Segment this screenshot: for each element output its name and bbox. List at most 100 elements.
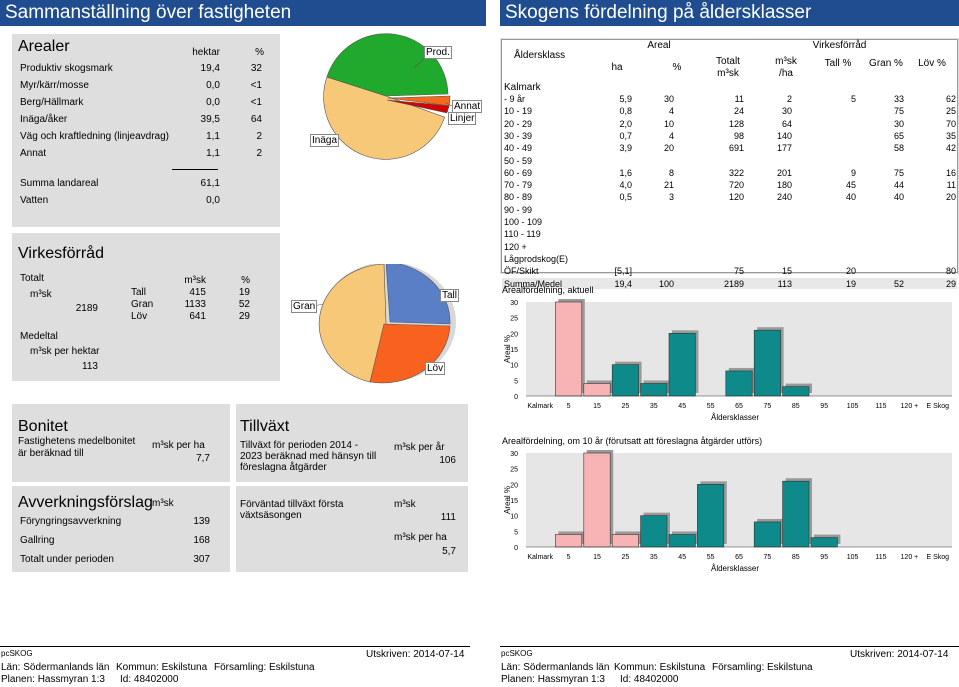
bar: [753, 329, 781, 397]
footer-forsamling-right: Församling: Eskilstuna: [712, 662, 813, 673]
age-row-ha: 4,0: [619, 180, 632, 191]
kalmark-label: Kalmark: [504, 82, 541, 93]
age-row-ha: 0,5: [619, 192, 632, 203]
left-page-title: Sammanställning över fastigheten: [0, 0, 486, 26]
tillvaxt-title: Tillväxt: [240, 418, 290, 435]
h-totalt: Totalt: [716, 56, 740, 67]
age-row-gran: 58: [893, 143, 904, 154]
age-row-ha: 0,8: [619, 106, 632, 117]
areal-row-pct: <1: [250, 80, 262, 91]
h-gran: Gran %: [869, 58, 903, 69]
age-row-lov: 16: [945, 167, 956, 178]
age-row-gran: 30: [893, 118, 904, 129]
h-aldersklass: Åldersklass: [514, 50, 566, 61]
age-row-class: 20 - 29: [504, 118, 533, 129]
virke-unit: m³sk: [30, 289, 52, 300]
species-pct: 29: [238, 311, 250, 322]
age-row-tot: 75: [733, 266, 744, 277]
perha-unit: m³sk per ha: [394, 532, 447, 543]
y-tick-label: 0: [514, 394, 518, 401]
footer-planen-left: Planen: Hassmyran 1:3: [1, 674, 105, 685]
x-tick-label: 120 +: [901, 554, 919, 561]
pie-label-lov: Löv: [425, 362, 446, 375]
pie-label-tall: Tall: [440, 289, 460, 302]
pie-slice-tall: [385, 264, 451, 325]
age-row-ha: 19,4: [614, 278, 632, 289]
footer-planen-right: Planen: Hassmyran 1:3: [501, 674, 605, 685]
x-tick-label: 35: [650, 554, 658, 561]
y-tick-label: 5: [514, 529, 518, 536]
y-tick-label: 25: [510, 316, 518, 323]
y-axis-label: Areal %: [503, 335, 512, 363]
areal-row-ha: 1,1: [206, 148, 220, 159]
y-tick-label: 30: [510, 300, 518, 307]
x-tick-label: 95: [820, 554, 828, 561]
pie-slice-linjer: [386, 99, 450, 114]
age-row-tot: 24: [733, 106, 744, 117]
y-axis-label: Areal %: [503, 486, 512, 514]
age-row-tot: 98: [733, 130, 744, 141]
age-row-class: Lågprodskog(E): [504, 253, 569, 264]
age-row-lov: 35: [945, 130, 956, 141]
avverkning-row-value: 168: [193, 535, 210, 546]
h-ha2: /ha: [779, 68, 793, 79]
y-tick-label: 20: [510, 331, 518, 338]
arealer-panel: [12, 34, 280, 227]
age-row-pct: 20: [663, 143, 674, 154]
areal-row-ha: 1,1: [206, 131, 220, 142]
bar: [555, 301, 583, 397]
sum-line: [172, 169, 218, 170]
x-tick-label: 85: [792, 554, 800, 561]
areal-row-ha: 39,5: [200, 114, 220, 125]
y-tick-label: 10: [510, 363, 518, 370]
bar: [810, 537, 838, 548]
x-tick-label: 65: [735, 554, 743, 561]
avverkning-row-value: 307: [193, 554, 210, 565]
age-row-class: 40 - 49: [504, 143, 533, 154]
age-row-class: - 9 år: [504, 94, 526, 104]
x-tick-label: 35: [650, 403, 658, 410]
x-tick-label: Kalmark: [527, 403, 553, 410]
age-row-pct: 100: [658, 278, 674, 289]
x-tick-label: 45: [678, 554, 686, 561]
species-name: Gran: [131, 299, 154, 310]
age-row-ha: 2,0: [619, 118, 632, 129]
age-row-tall: 19: [845, 278, 856, 289]
bonitet-panel: [12, 404, 230, 482]
h-lov: Löv %: [918, 58, 946, 69]
y-tick-label: 20: [510, 482, 518, 489]
bar: [583, 452, 611, 548]
areal-row-label: Inäga/åker: [20, 114, 68, 125]
pie-slice-gran: [318, 264, 387, 383]
age-row-class: Summa/Medel: [504, 278, 563, 289]
age-row-ha: 0,7: [619, 130, 632, 141]
species-name: Löv: [131, 311, 148, 322]
age-row-ha: [5,1]: [614, 266, 632, 277]
age-row-gran: 40: [893, 192, 904, 203]
age-row-gran: 75: [893, 167, 904, 178]
bar: [668, 534, 696, 548]
age-row-class: 100 - 109: [504, 217, 543, 227]
age-row-tot: 2189: [723, 278, 744, 289]
avverkning-row-label: Gallring: [20, 535, 55, 546]
age-row-tot: 128: [728, 118, 744, 129]
age-row-perha: 2: [786, 94, 792, 104]
pie-slice-inaga: [323, 76, 446, 160]
pie-label-prod: Prod.: [424, 46, 452, 59]
age-row-class: 50 - 59: [504, 155, 533, 166]
virke-panel: [12, 233, 280, 381]
age-row-tot: 691: [728, 143, 744, 154]
pie-label-linjer: Linjer: [448, 112, 477, 125]
chart-title: Arealfördelning, om 10 år (förutsatt att…: [502, 436, 762, 446]
species-pct: 52: [238, 299, 250, 310]
x-tick-label: 15: [593, 554, 601, 561]
virke-totalt-label: Totalt: [20, 273, 44, 284]
x-tick-label: E Skog: [927, 554, 950, 561]
right-page-title: Skogens fördelning på åldersklasser: [500, 0, 959, 26]
medeltal-label: Medeltal: [20, 331, 58, 342]
age-row-tall: 9: [850, 167, 856, 178]
footer-kommun-left: Kommun: Eskilstuna: [116, 662, 208, 673]
footer-kommun-right: Kommun: Eskilstuna: [614, 662, 706, 673]
age-row-gran: 75: [893, 106, 904, 117]
x-tick-label: 55: [707, 554, 715, 561]
